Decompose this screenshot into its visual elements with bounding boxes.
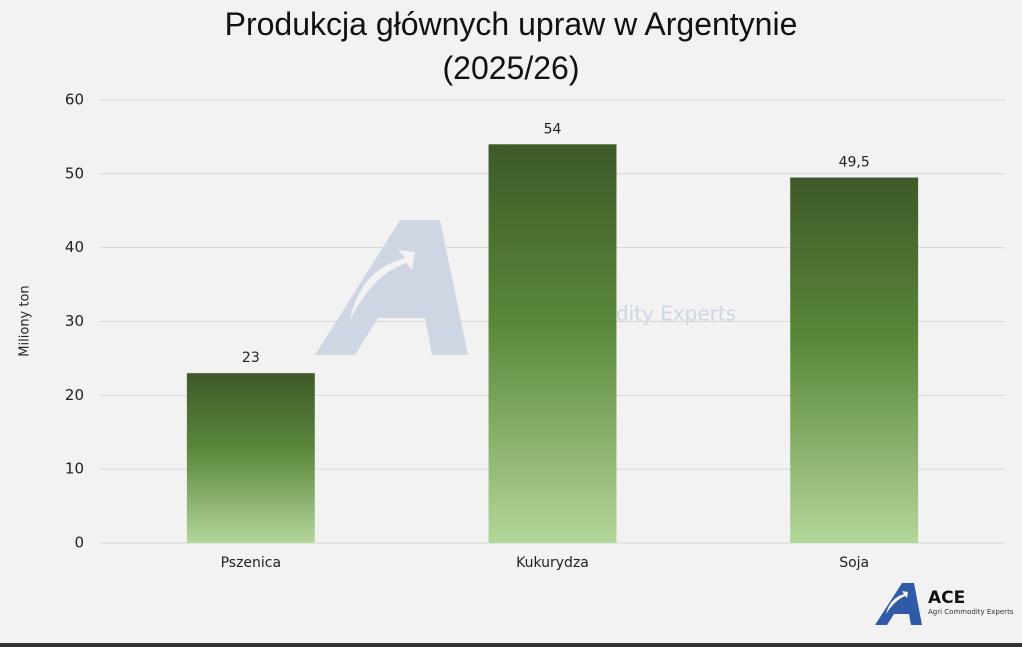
bar (488, 144, 617, 544)
x-tick-label: Kukurydza (516, 555, 589, 571)
y-tick-label: 30 (65, 312, 84, 330)
logo-tagline: Agri Commodity Experts (928, 608, 1014, 616)
y-axis-label: Miliony ton (18, 285, 33, 356)
data-label: 23 (242, 350, 260, 366)
bar (186, 373, 315, 543)
watermark-logo (315, 220, 468, 355)
logo-name: ACE (928, 588, 965, 608)
bottom-border (0, 643, 1022, 647)
bar (790, 177, 919, 543)
y-tick-label: 60 (65, 91, 84, 109)
data-label: 49,5 (839, 155, 870, 171)
data-label: 54 (544, 121, 562, 137)
y-tick-label: 10 (65, 460, 84, 478)
logo: ACE Agri Commodity Experts (875, 583, 1014, 625)
x-tick-label: Pszenica (221, 555, 282, 571)
plot: 0 10 20 30 40 50 60 Pszenica 23 Kukurydza 54 Soja 49… (65, 91, 1005, 571)
y-tick-label: 20 (65, 386, 84, 404)
y-tick-label: 50 (65, 164, 84, 182)
y-tick-label: 0 (74, 534, 84, 552)
chart-title: Produkcja głównych upraw w Argentynie (2… (224, 6, 798, 86)
logo-mark (875, 583, 922, 625)
logo-arrow (886, 591, 908, 614)
y-tick-label: 40 (65, 238, 84, 256)
x-tick-label: Soja (839, 555, 869, 571)
watermark-arrow (350, 250, 415, 320)
